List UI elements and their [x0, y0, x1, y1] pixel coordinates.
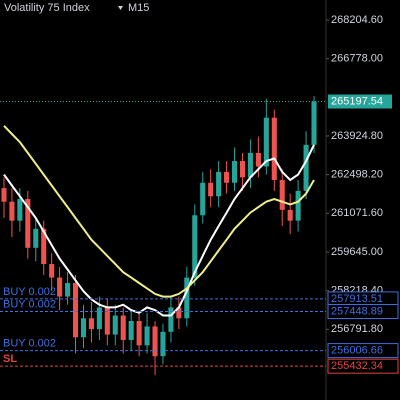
y-tick-label: 261071.60 — [331, 207, 383, 219]
candle-body — [104, 307, 110, 335]
candle-body — [160, 331, 166, 357]
candle-body — [17, 199, 23, 221]
candle-body — [200, 182, 206, 216]
candle-body — [112, 315, 118, 335]
order-price: 255432.34 — [331, 360, 383, 372]
candle-body — [136, 320, 142, 346]
order-label: BUY 0.002 — [3, 338, 56, 350]
candle-body — [239, 161, 246, 178]
candle-body — [263, 117, 269, 167]
candle-body — [128, 320, 134, 340]
timeframe[interactable]: M15 — [128, 2, 149, 14]
moving-average-line — [3, 144, 315, 317]
candle-body — [88, 318, 94, 330]
candle-body — [168, 307, 174, 332]
candle-body — [271, 117, 277, 181]
y-tick-label: 263924.80 — [331, 130, 383, 142]
candle-body — [231, 161, 238, 183]
order-price: 256006.66 — [331, 345, 383, 357]
y-tick-label: 262498.20 — [331, 169, 383, 181]
order-price-box — [327, 343, 399, 359]
candle-body — [57, 277, 63, 297]
y-tick-label: 268204.60 — [331, 14, 383, 26]
candle-body — [96, 307, 102, 330]
candle-body — [255, 152, 261, 167]
order-price: 257448.89 — [331, 305, 383, 317]
candle-body — [80, 318, 87, 338]
candle-body — [192, 215, 198, 278]
candle-body — [224, 171, 230, 183]
order-label: BUY 0.002 — [3, 286, 56, 298]
candle-body — [120, 315, 126, 340]
candle-body — [279, 180, 285, 210]
candle-body — [208, 182, 214, 197]
candle-body — [311, 101, 317, 145]
candle-body — [295, 190, 301, 221]
candle-body — [1, 188, 7, 202]
current-price-box — [328, 94, 392, 109]
candle-body — [72, 283, 79, 338]
candle-body — [41, 228, 47, 265]
candle-body — [303, 144, 309, 191]
order-price-box — [327, 358, 399, 374]
y-tick-label: 259645.00 — [331, 246, 383, 258]
candle-body — [176, 307, 182, 319]
candle-body — [25, 199, 31, 248]
chart-title: Volatility 75 Index — [4, 2, 90, 14]
current-price-label: 265197.54 — [331, 95, 383, 107]
candle-body — [152, 326, 158, 357]
candle-body — [9, 201, 15, 221]
order-label: BUY 0.002 — [3, 298, 56, 310]
candle-body — [144, 326, 150, 346]
order-label: SL — [3, 353, 17, 365]
moving-average-line — [3, 125, 315, 298]
candle-body — [49, 264, 55, 278]
candle-body — [65, 283, 71, 297]
candle-body — [184, 277, 190, 319]
candle-body — [216, 171, 222, 197]
candle-body — [33, 228, 39, 248]
y-tick-label: 256791.80 — [331, 323, 383, 335]
order-price: 257913.51 — [331, 293, 383, 305]
candle-body — [287, 209, 293, 221]
candle-body — [247, 152, 253, 178]
order-price-box — [327, 304, 399, 320]
dropdown-icon[interactable] — [118, 6, 123, 10]
y-tick-label: 266778.00 — [331, 53, 383, 65]
